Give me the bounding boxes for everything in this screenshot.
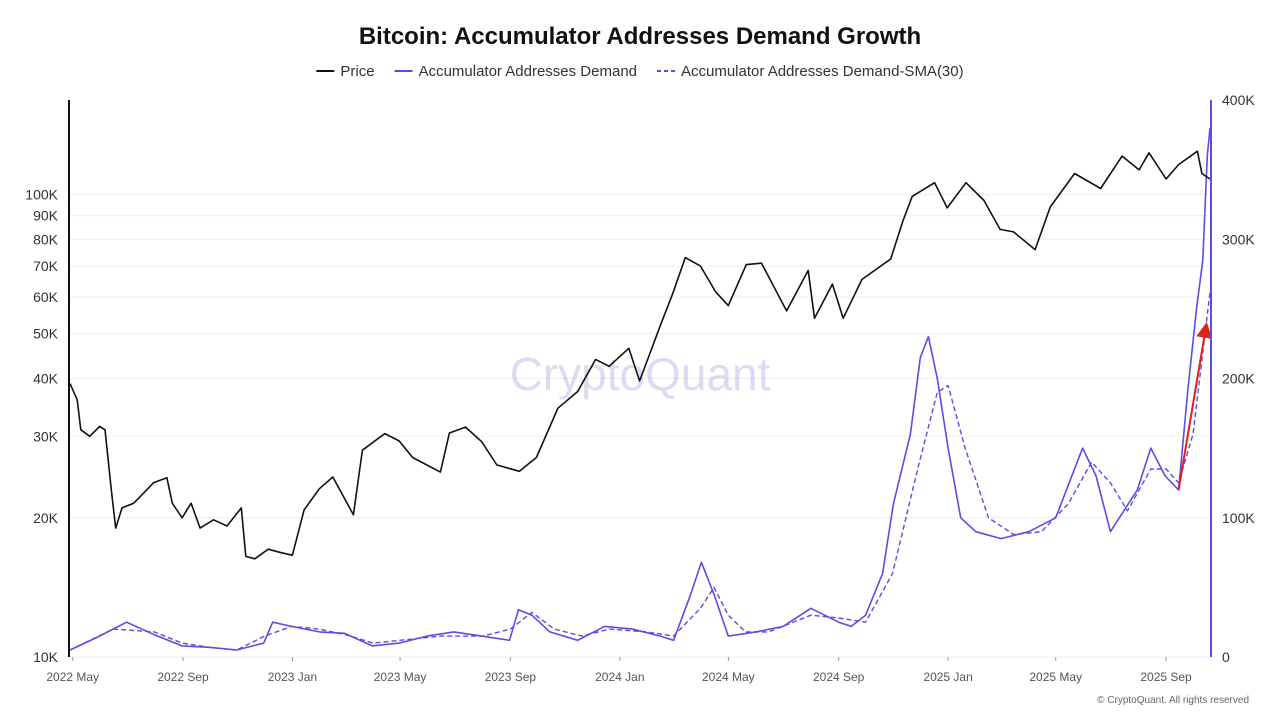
series-group: [69, 127, 1211, 651]
legend-label: Accumulator Addresses Demand: [419, 63, 637, 80]
left-tick-label: 100K: [25, 186, 58, 202]
annotations-group: [1177, 321, 1213, 491]
axes: [68, 100, 1212, 657]
right-axis-ticks: 0 100K 200K 300K 400K: [1222, 92, 1255, 665]
gridlines: [70, 193, 1210, 658]
legend-label: Accumulator Addresses Demand-SMA(30): [681, 63, 964, 80]
left-tick-label: 90K: [33, 208, 59, 224]
left-tick-label: 40K: [33, 371, 59, 387]
price-line: [69, 150, 1211, 560]
chart-title: Bitcoin: Accumulator Addresses Demand Gr…: [359, 23, 921, 50]
left-tick-label: 80K: [33, 231, 59, 247]
x-tick-label: 2023 May: [374, 670, 427, 684]
x-tick-label: 2024 Sep: [813, 670, 865, 684]
legend-item[interactable]: Accumulator Addresses Demand: [394, 63, 637, 80]
demand-line: [69, 127, 1211, 651]
copyright-text: © CryptoQuant. All rights reserved: [1097, 695, 1249, 706]
x-tick-label: 2025 May: [1029, 670, 1082, 684]
x-tick-label: 2025 Sep: [1140, 670, 1192, 684]
left-tick-label: 30K: [33, 428, 59, 444]
legend: Price Accumulator Addresses Demand Accumul…: [316, 63, 964, 80]
left-tick-label: 10K: [33, 649, 59, 665]
right-tick-label: 400K: [1222, 92, 1255, 108]
watermark: CryptoQuant: [510, 348, 771, 400]
left-tick-label: 20K: [33, 510, 59, 526]
legend-label: Price: [340, 63, 374, 80]
left-tick-label: 60K: [33, 289, 59, 305]
left-axis-ticks: 10K 20K 30K 40K 50K 60K 70K 80K 90K 100K: [25, 186, 58, 665]
x-tick-label: 2023 Jan: [268, 670, 317, 684]
x-tick-label: 2025 Jan: [923, 670, 972, 684]
legend-item[interactable]: Accumulator Addresses Demand-SMA(30): [657, 63, 964, 80]
x-tick-label: 2022 Sep: [157, 670, 209, 684]
right-tick-label: 0: [1222, 649, 1230, 665]
x-tick-label: 2024 Jan: [595, 670, 644, 684]
left-tick-label: 70K: [33, 258, 59, 274]
right-tick-label: 100K: [1222, 510, 1255, 526]
demand-sma-line: [69, 292, 1211, 651]
right-tick-label: 200K: [1222, 371, 1255, 387]
x-axis-ticks: 2022 May 2022 Sep 2023 Jan 2023 May 2023 Sep…: [46, 657, 1192, 684]
trend-arrow: [1177, 321, 1213, 491]
x-tick-label: 2024 May: [702, 670, 755, 684]
x-tick-label: 2023 Sep: [485, 670, 537, 684]
right-tick-label: 300K: [1222, 231, 1255, 247]
left-tick-label: 50K: [33, 326, 59, 342]
legend-item[interactable]: Price: [316, 63, 375, 80]
x-tick-label: 2022 May: [46, 670, 99, 684]
